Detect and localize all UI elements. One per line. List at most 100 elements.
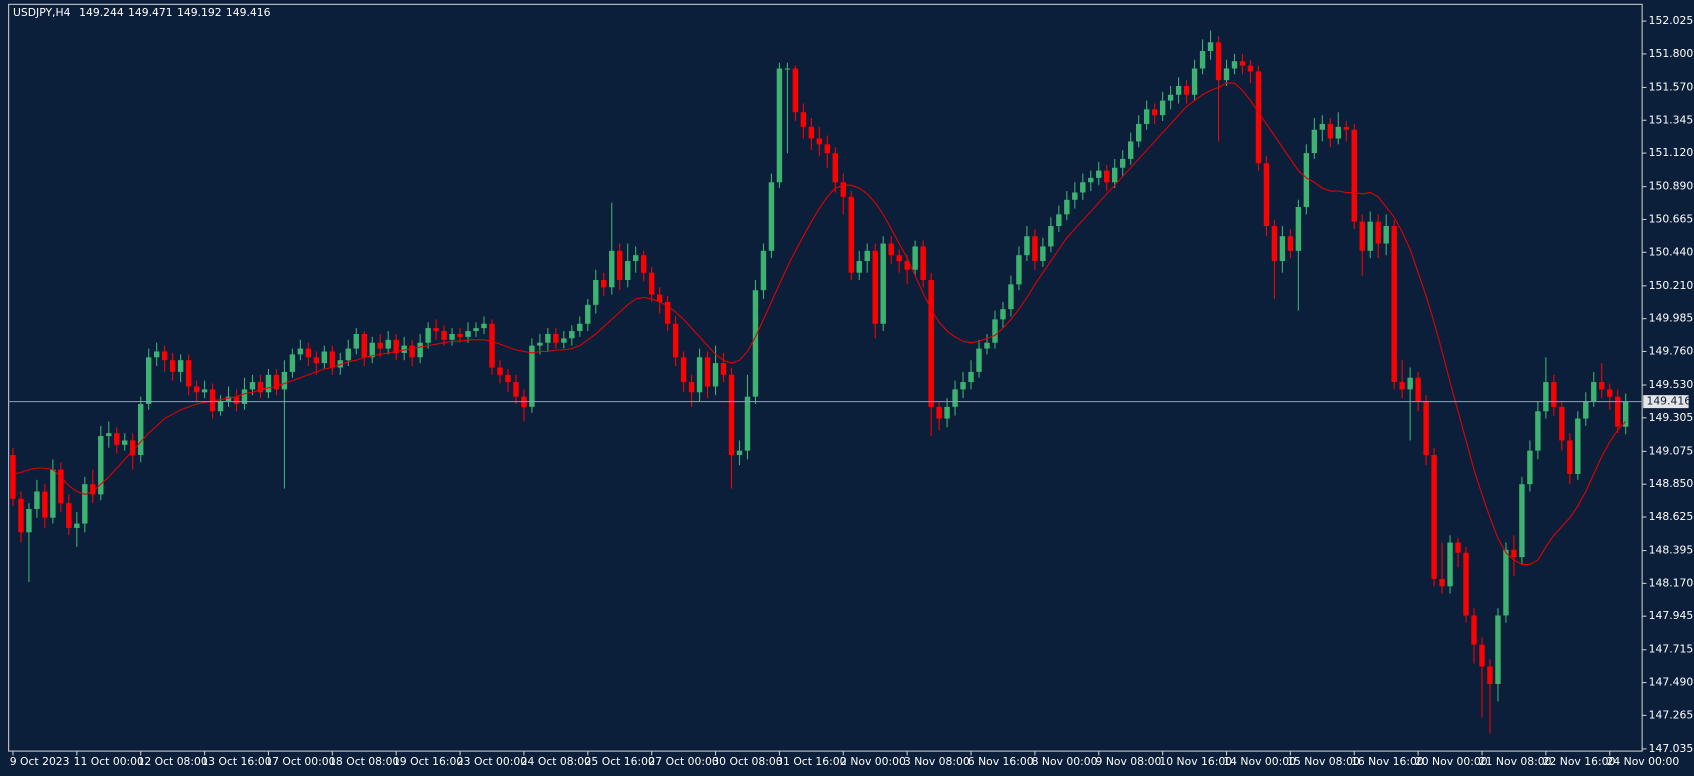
candle-body (633, 255, 639, 262)
candle-body (1431, 455, 1437, 579)
candle-body (720, 363, 727, 375)
x-tick-label: 15 Nov 08:00 (1287, 755, 1360, 768)
candle-body (409, 345, 415, 358)
x-tick-label: 23 Oct 00:00 (457, 755, 527, 768)
candle-body (776, 68, 783, 183)
candle-body (1239, 61, 1246, 66)
candle-body (1343, 126, 1349, 130)
candle-body (417, 342, 423, 358)
x-tick-label: 3 Nov 08:00 (904, 755, 970, 768)
candle-body (377, 342, 383, 349)
x-tick-label: 11 Oct 00:00 (74, 755, 144, 768)
candle-body (82, 484, 88, 524)
candle-body (201, 389, 208, 393)
candle-body (1056, 214, 1062, 227)
candle-body (656, 294, 663, 302)
x-tick-label: 8 Nov 00:00 (1032, 755, 1098, 768)
y-tick-label: 151.120 (1649, 146, 1694, 159)
x-tick-label: 20 Nov 00:00 (1415, 755, 1488, 768)
candle-body (593, 279, 599, 305)
candle-body (617, 250, 623, 280)
candle-body (1295, 207, 1302, 251)
candle-body (728, 374, 735, 456)
candle-body (1622, 401, 1629, 427)
candle-body (936, 406, 942, 419)
candle-body (992, 319, 998, 343)
candle-body (1120, 158, 1126, 168)
candle-body (185, 360, 192, 387)
candle-body (337, 360, 344, 368)
candle-body (968, 371, 974, 383)
candle-body (1591, 382, 1597, 402)
candle-body (1447, 542, 1453, 587)
x-tick-label: 9 Nov 08:00 (1096, 755, 1162, 768)
candle-body (169, 360, 176, 372)
candle-body (481, 323, 487, 329)
candle-body (193, 386, 200, 393)
x-tick-label: 27 Oct 00:00 (648, 755, 718, 768)
candle-body (361, 333, 367, 358)
candle-body (401, 345, 407, 353)
candle-body (281, 371, 288, 390)
candle-body (74, 523, 80, 528)
candle-body (26, 508, 32, 533)
y-tick-label: 148.625 (1649, 510, 1694, 523)
candle-body (58, 469, 64, 504)
candle-body (561, 338, 567, 343)
y-tick-label: 151.800 (1649, 47, 1694, 60)
candle-body (609, 250, 615, 288)
candle-body (1072, 192, 1078, 200)
candle-body (369, 342, 375, 358)
candle-body (625, 261, 631, 280)
candle-body (784, 68, 791, 70)
candle-body (1439, 578, 1445, 587)
x-tick-label: 19 Oct 16:00 (393, 755, 463, 768)
candle-body (1215, 42, 1222, 81)
candle-body (840, 182, 846, 197)
candle-body (1311, 129, 1318, 154)
candle-body (1551, 382, 1557, 407)
candle-body (896, 255, 902, 262)
x-tick-label: 9 Oct 2023 (10, 755, 70, 768)
candle-body (177, 360, 184, 372)
plot-layer: 152.025 151.800 151.570 151.345 151.120 150.8… (8, 14, 1694, 768)
candle-body (704, 357, 711, 387)
y-tick-label: 149.075 (1649, 444, 1694, 457)
y-tick-label: 152.025 (1649, 14, 1694, 27)
candle-body (1255, 71, 1262, 164)
candle-body (145, 357, 152, 404)
candle-body (752, 290, 759, 397)
candle-body (138, 403, 144, 456)
candle-body (1159, 100, 1166, 116)
candle-body (273, 374, 280, 390)
candle-body (712, 363, 719, 387)
candle-body (1511, 549, 1517, 558)
candle-body (1032, 236, 1038, 262)
candle-body (1495, 615, 1501, 685)
candle-body (1279, 236, 1286, 262)
candle-body (553, 333, 559, 343)
candle-body (1503, 549, 1509, 616)
candle-body (688, 382, 695, 393)
candle-body (1359, 221, 1365, 251)
candle-body (1319, 123, 1326, 130)
y-tick-label: 147.490 (1649, 676, 1694, 689)
candle-body (1112, 167, 1118, 183)
candle-body (640, 255, 647, 273)
candle-body (864, 250, 870, 262)
candle-body (425, 328, 431, 343)
candle-body (1391, 226, 1397, 383)
candle-body (489, 323, 495, 368)
candle-body (1423, 401, 1429, 456)
candle-body (1263, 163, 1270, 227)
candle-body (1024, 236, 1030, 256)
x-tick-label: 6 Nov 16:00 (968, 755, 1034, 768)
candle-body (1207, 42, 1214, 52)
candle-body (856, 261, 862, 273)
candle-body (832, 153, 839, 183)
y-tick-label: 149.760 (1649, 344, 1694, 357)
candle-body (1040, 246, 1046, 262)
candle-body (441, 331, 447, 340)
header-high: 149.471 (128, 6, 173, 19)
candle-body (976, 348, 982, 372)
